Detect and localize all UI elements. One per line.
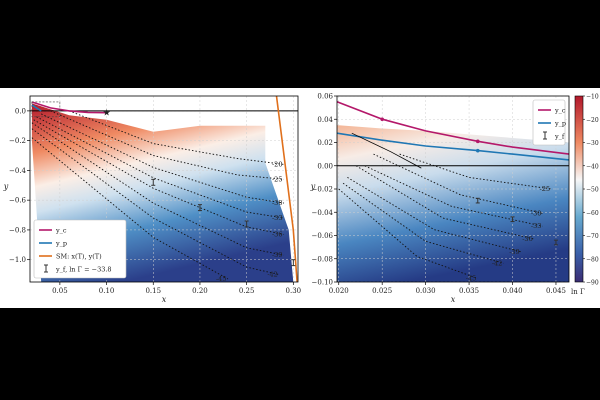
right-contour-label-3: -36 <box>522 235 532 243</box>
right-xlabel: x <box>451 295 456 304</box>
left-xtick-label-1: 0.10 <box>99 287 115 295</box>
left-xlabel: x <box>162 295 167 304</box>
right-point-marker-0 <box>380 117 384 122</box>
right-contour-label-0: -25 <box>540 185 550 193</box>
right-xtick-label-1: 0.025 <box>372 287 392 295</box>
left-contour-label-4: -36 <box>272 230 282 238</box>
left-contour-1 <box>50 110 285 180</box>
colorbar-tick-label-8: −90 <box>586 280 599 287</box>
right-xtick-label-2: 0.030 <box>416 287 436 295</box>
right-ytick-label-0: 0.06 <box>317 93 333 101</box>
left-ytick-label-1: −0.2 <box>9 137 26 145</box>
left-ytick-label-3: −0.6 <box>9 197 27 205</box>
left-xtick-label-5: 0.30 <box>286 287 302 295</box>
left-contour-label-6: -42 <box>267 271 277 279</box>
left-series-0 <box>31 101 107 114</box>
colorbar-tick-label-6: −70 <box>586 233 599 240</box>
left-xtick-label-3: 0.20 <box>192 287 208 295</box>
left-contour-label-2: -30 <box>272 199 282 207</box>
left-contour-label-0: -20 <box>272 160 282 168</box>
colorbar-tick-label-1: −20 <box>586 117 599 124</box>
left-star-marker: ★ <box>103 108 111 118</box>
right-xtick-label-5: 0.045 <box>546 287 566 295</box>
left-axes-frame <box>29 95 299 283</box>
right-contour-label-2: -33 <box>531 222 541 230</box>
right-ytick-label-8: −0.10 <box>312 279 333 287</box>
left-zoom-box <box>31 101 61 118</box>
right-contour-5 <box>342 182 504 264</box>
right-contour-label-1: -30 <box>531 209 541 217</box>
right-xtick-label-3: 0.035 <box>459 287 479 295</box>
right-series-1 <box>337 132 569 161</box>
chart-svg: -20-25-30-33-36-39-42-45★0.05 0.10 0.15 0.2… <box>3 93 599 305</box>
right-heatmap-region <box>337 125 569 282</box>
left-xtick-label-2: 0.15 <box>145 287 161 295</box>
figure: -20 -25 -30 -33 -36 -39 -42 -45 ★ 0.05 0.10 0.15 0.2… <box>0 88 600 308</box>
right-ytick-label-2: 0.02 <box>317 139 333 147</box>
left-legend-label-1: y_p <box>55 240 67 248</box>
right-ylabel: y <box>310 182 316 191</box>
left-ytick-label-2: −0.4 <box>9 167 27 175</box>
left-legend-box <box>33 219 127 279</box>
left-panel: -20 -25 -30 -33 -36 -39 -42 -45 ★ 0.05 0.10 0.15 0.2… <box>3 95 302 304</box>
left-series-2 <box>275 96 298 282</box>
right-contour-label-5: -42 <box>492 259 502 267</box>
colorbar-tick-label-4: −50 <box>586 187 599 194</box>
left-legend-label-0: y_c <box>55 227 67 235</box>
left-contour-label-3: -33 <box>272 214 282 222</box>
right-legend-label-1: y_p <box>554 120 566 128</box>
left-xtick-label-4: 0.25 <box>239 287 255 295</box>
right-ytick-label-7: −0.08 <box>312 255 333 263</box>
colorbar-label: ln Γ <box>571 288 585 296</box>
left-ytick-label-5: −1.0 <box>9 256 26 264</box>
left-contour-6 <box>31 128 280 276</box>
left-ylabel: y <box>3 182 9 191</box>
right-ytick-label-6: −0.06 <box>312 232 334 240</box>
left-contour-label-5: -39 <box>272 251 282 259</box>
colorbar-bar <box>574 95 584 283</box>
colorbar-tick-label-0: −10 <box>586 94 599 101</box>
right-point-marker-2 <box>475 148 480 153</box>
right-contour-1 <box>373 153 543 214</box>
left-legend-label-2: SM: x(T), y(T) <box>56 253 102 261</box>
right-ytick-label-1: 0.04 <box>317 116 333 124</box>
right-contour-label-4: -39 <box>509 248 519 256</box>
right-feature-line <box>351 132 422 169</box>
right-legend: y_c y_p y_f <box>532 99 566 146</box>
right-ytick-label-4: −0.02 <box>312 186 333 194</box>
colorbar-tick-label-5: −60 <box>586 210 599 217</box>
right-plot-area: -25 -30 -33 -36-39 -42 -45 <box>337 96 569 283</box>
left-series-1 <box>31 104 42 112</box>
right-series-0 <box>337 101 569 155</box>
left-xtick-label-0: 0.05 <box>52 287 68 295</box>
right-panel: -25 -30 -33 -36-39 -42 -45 0.020 0.025 0.030 0.03… <box>310 93 570 304</box>
right-xtick-label-4: 0.040 <box>502 287 522 295</box>
right-legend-label-0: y_c <box>554 107 566 115</box>
left-legend-label-3: y_f, ln Γ = −33.8 <box>55 266 112 274</box>
left-contour-label-1: -25 <box>272 175 282 183</box>
colorbar-tick-label-2: −30 <box>586 140 599 147</box>
left-legend: y_c y_p SM: x(T), y(T) y_f, ln Γ = −33.8 <box>33 219 127 279</box>
right-ytick-label-3: 0.00 <box>317 162 333 170</box>
left-ytick-label-4: −0.8 <box>9 226 26 234</box>
colorbar-tick-label-3: −40 <box>586 163 599 170</box>
right-ytick-label-5: −0.04 <box>312 209 334 217</box>
right-contour-4 <box>347 177 522 253</box>
left-contour-5 <box>31 122 285 256</box>
right-legend-label-2: y_f <box>554 133 565 141</box>
right-point-marker-1 <box>475 139 480 144</box>
left-contour-label-7: -45 <box>216 275 226 283</box>
left-contour-7 <box>31 137 229 280</box>
right-contour-label-6: -45 <box>466 275 476 283</box>
right-xtick-label-0: 0.020 <box>329 287 349 295</box>
left-ytick-label-0: 0.0 <box>15 107 26 115</box>
colorbar-tick-label-7: −80 <box>586 256 599 263</box>
